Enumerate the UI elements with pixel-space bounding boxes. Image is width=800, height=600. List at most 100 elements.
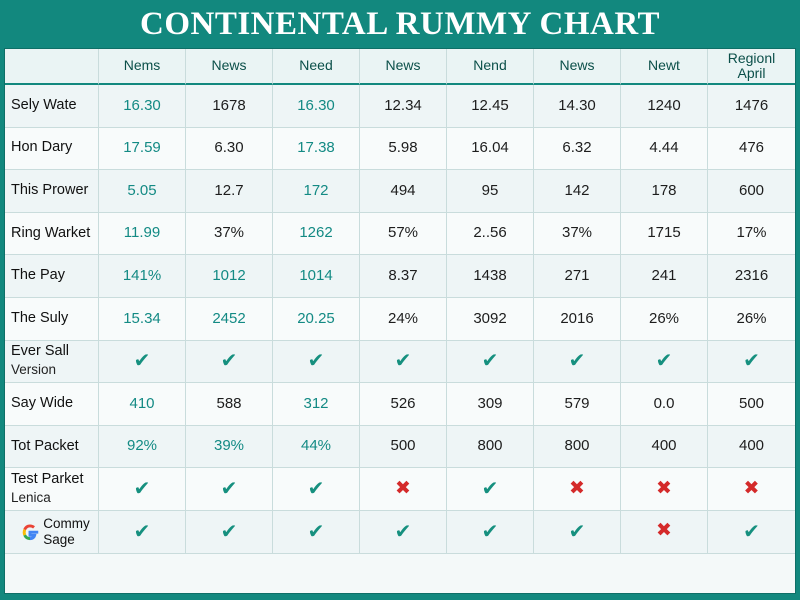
check-icon: ✔	[99, 468, 186, 511]
table-cell: 5.98	[360, 127, 447, 171]
table-cell: 12.34	[360, 85, 447, 128]
column-header: Nend	[447, 49, 534, 85]
table-cell: 1262	[273, 212, 360, 256]
column-header: Newt	[621, 49, 708, 85]
check-icon: ✔	[99, 510, 186, 554]
row-label: Hon Dary	[5, 127, 99, 171]
table-row: The Suly 15.34 2452 20.25 24% 3092 2016 26% 26%	[5, 297, 795, 341]
table-cell: 2016	[534, 297, 621, 341]
row-label: Sely Wate	[5, 85, 99, 128]
table-cell: 1240	[621, 85, 708, 128]
row-label-text: Ring Warket	[11, 224, 91, 241]
table-cell: 37%	[186, 212, 273, 256]
column-header: Need	[273, 49, 360, 85]
table-cell: 16.30	[273, 85, 360, 128]
cross-icon: ✖	[708, 468, 795, 511]
table-cell: 92%	[99, 425, 186, 469]
table-cell: 1715	[621, 212, 708, 256]
row-label-text: Say Wide	[11, 394, 74, 411]
check-icon: ✔	[708, 510, 795, 554]
table-cell: 271	[534, 255, 621, 298]
check-icon: ✔	[99, 340, 186, 384]
check-icon: ✔	[447, 510, 534, 554]
column-header: News	[186, 49, 273, 85]
check-icon: ✔	[273, 510, 360, 554]
table-cell: 6.32	[534, 127, 621, 171]
table-cell: 500	[708, 383, 795, 426]
table-cell: 312	[273, 383, 360, 426]
cross-icon: ✖	[621, 510, 708, 554]
table-cell: 494	[360, 170, 447, 213]
column-header: News	[534, 49, 621, 85]
column-header: Regionl April	[708, 49, 795, 85]
table-row: Sely Wate 16.30 1678 16.30 12.34 12.45 14.30 12…	[5, 85, 795, 128]
table-cell: 17.59	[99, 127, 186, 171]
check-icon: ✔	[186, 510, 273, 554]
table-cell: 4.44	[621, 127, 708, 171]
row-label: Say Wide	[5, 383, 99, 426]
table-row: Commy Sage ✔ ✔ ✔ ✔ ✔ ✔ ✖ ✔	[5, 510, 795, 554]
table-cell: 1678	[186, 85, 273, 128]
title-bar: CONTINENTAL RUMMY CHART	[0, 0, 800, 48]
footer-bar	[0, 594, 800, 600]
check-icon: ✔	[447, 468, 534, 511]
table-cell: 8.37	[360, 255, 447, 298]
table-cell: 600	[708, 170, 795, 213]
page-title: CONTINENTAL RUMMY CHART	[139, 5, 661, 42]
check-icon: ✔	[534, 340, 621, 384]
table-cell: 17.38	[273, 127, 360, 171]
table-cell: 26%	[708, 297, 795, 341]
cross-icon: ✖	[621, 468, 708, 511]
table-cell: 142	[534, 170, 621, 213]
table-cell: 3092	[447, 297, 534, 341]
table-cell: 1012	[186, 255, 273, 298]
table-cell: 178	[621, 170, 708, 213]
table-cell: 57%	[360, 212, 447, 256]
check-icon: ✔	[273, 468, 360, 511]
table-cell: 44%	[273, 425, 360, 469]
table-cell: 26%	[621, 297, 708, 341]
row-label-text: Test Parket	[11, 471, 84, 488]
google-g-icon	[22, 524, 39, 540]
row-label: The Suly	[5, 297, 99, 341]
table-row: Test Parket Lenica ✔ ✔ ✔ ✖ ✔ ✖ ✖ ✖	[5, 468, 795, 511]
table-cell: 579	[534, 383, 621, 426]
row-label-text: This Prower	[11, 182, 89, 199]
row-label-text: The Suly	[11, 309, 69, 326]
table-cell: 16.30	[99, 85, 186, 128]
table-cell: 24%	[360, 297, 447, 341]
column-header: News	[360, 49, 447, 85]
table-cell: 410	[99, 383, 186, 426]
row-label: Test Parket Lenica	[5, 468, 99, 511]
row-label-subtext: Version	[11, 362, 57, 378]
table-cell: 400	[708, 425, 795, 469]
row-label: This Prower	[5, 170, 99, 213]
row-label: Commy Sage	[5, 510, 99, 554]
check-icon: ✔	[186, 468, 273, 511]
row-label-text: Tot Packet	[11, 437, 79, 454]
row-label: Tot Packet	[5, 425, 99, 469]
table-cell: 241	[621, 255, 708, 298]
table-cell: 500	[360, 425, 447, 469]
table-cell: 2316	[708, 255, 795, 298]
rummy-chart-table: Nems News Need News Nend News Newt Regionl Apri…	[4, 48, 796, 594]
row-label-text: Hon Dary	[11, 139, 73, 156]
table-cell: 2452	[186, 297, 273, 341]
table-cell: 14.30	[534, 85, 621, 128]
table-row: This Prower 5.05 12.7 172 494 95 142 178 600	[5, 170, 795, 213]
table-row: Hon Dary 17.59 6.30 17.38 5.98 16.04 6.32 4.44 4…	[5, 127, 795, 171]
check-icon: ✔	[273, 340, 360, 384]
cross-icon: ✖	[360, 468, 447, 511]
column-header: Nems	[99, 49, 186, 85]
row-label-text: The Pay	[11, 267, 65, 284]
table-cell: 476	[708, 127, 795, 171]
table-cell: 2..56	[447, 212, 534, 256]
header-corner	[5, 49, 99, 85]
table-cell: 15.34	[99, 297, 186, 341]
row-label-text: Sely Wate	[11, 96, 77, 113]
row-label: The Pay	[5, 255, 99, 298]
table-cell: 0.0	[621, 383, 708, 426]
table-cell: 16.04	[447, 127, 534, 171]
check-icon: ✔	[621, 340, 708, 384]
table-cell: 5.05	[99, 170, 186, 213]
